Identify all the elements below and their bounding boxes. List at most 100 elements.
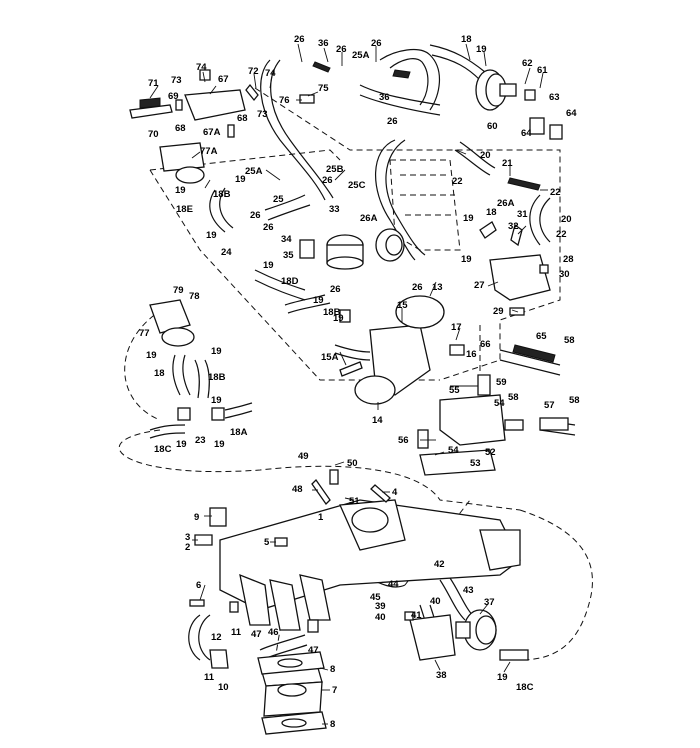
intake-manifold [219, 499, 521, 631]
valve-bodies [184, 89, 551, 661]
callout-60: 60 [487, 121, 498, 132]
callout-19-o: 19 [497, 672, 508, 683]
callout-17: 17 [451, 322, 462, 333]
callout-65: 65 [536, 331, 547, 342]
callout-18C-right: 18C [516, 682, 534, 693]
callout-44: 44 [388, 579, 399, 590]
callout-19-f: 19 [313, 295, 324, 306]
callout-8-top: 8 [330, 664, 335, 675]
callout-26-g: 26 [263, 222, 274, 233]
plate-53 [419, 449, 496, 476]
callout-25B: 25B [326, 164, 344, 175]
callout-77: 77 [139, 328, 150, 339]
callout-33: 33 [329, 204, 340, 215]
callout-7: 7 [332, 685, 337, 696]
callout-58-right: 58 [569, 395, 580, 406]
callout-26-b: 26 [336, 44, 347, 55]
gasket-8 [257, 651, 327, 735]
callout-71: 71 [148, 78, 159, 89]
callout-11-right: 11 [231, 627, 242, 638]
callout-68-right: 68 [237, 113, 248, 124]
callout-56: 56 [398, 435, 409, 446]
callout-57: 57 [544, 400, 555, 411]
callout-26-e: 26 [322, 175, 333, 186]
callout-25C: 25C [348, 180, 366, 191]
callout-43: 43 [463, 585, 474, 596]
callout-22-b: 22 [550, 187, 561, 198]
callout-24: 24 [221, 247, 232, 258]
callout-41: 41 [411, 610, 422, 621]
callout-32: 32 [508, 221, 519, 232]
callout-63: 63 [549, 92, 560, 103]
callout-18D: 18D [281, 276, 299, 287]
callout-26A-mid: 26A [360, 213, 378, 224]
callout-77A: 77A [200, 146, 218, 157]
gasket-ring-14 [354, 375, 396, 405]
callout-5: 5 [264, 537, 270, 548]
callout-52: 52 [485, 447, 496, 458]
callout-11-left: 11 [204, 672, 215, 683]
callout-58-upper: 58 [564, 335, 575, 346]
callout-19-n: 19 [214, 439, 225, 450]
callout-18E: 18E [176, 204, 193, 215]
callout-50: 50 [347, 458, 358, 469]
callout-51: 51 [349, 496, 360, 507]
callout-61: 61 [537, 65, 548, 76]
housing-7 [261, 667, 323, 717]
callout-leaders [149, 43, 548, 725]
callout-35: 35 [283, 250, 294, 261]
callout-26-c: 26 [371, 38, 382, 49]
callout-19-e: 19 [263, 260, 274, 271]
valve-27 [489, 254, 551, 301]
callout-16: 16 [466, 349, 477, 360]
callout-19-k: 19 [211, 346, 222, 357]
callout-54-upper: 54 [494, 398, 505, 409]
callout-18A: 18A [230, 427, 248, 438]
fittings-and-clamps [129, 61, 569, 669]
callout-38: 38 [436, 670, 447, 681]
vacuum-units [149, 69, 517, 651]
callout-78: 78 [189, 291, 200, 302]
callout-75: 75 [318, 83, 329, 94]
callout-19-l: 19 [211, 395, 222, 406]
callout-6: 6 [196, 580, 201, 591]
vacuum-hoses-left [149, 187, 331, 439]
callout-67: 67 [218, 74, 229, 85]
bracket-67 [184, 89, 246, 121]
callout-29: 29 [493, 306, 504, 317]
callout-18-right: 18 [486, 207, 497, 218]
callout-62: 62 [522, 58, 533, 69]
callout-21: 21 [502, 158, 513, 169]
callout-64-right: 64 [566, 108, 577, 119]
callout-74-left: 74 [196, 62, 207, 73]
callout-68-left: 68 [175, 123, 186, 134]
callout-36-right: 36 [379, 92, 390, 103]
callout-20-b: 20 [561, 214, 572, 225]
callout-26-i: 26 [412, 282, 423, 293]
vacuum-unit-26A [375, 228, 405, 262]
callout-26-f: 26 [250, 210, 261, 221]
callout-18B-mid: 18B [323, 307, 341, 318]
callout-40-left: 40 [375, 612, 386, 623]
callout-69: 69 [168, 91, 179, 102]
callout-58-mid: 58 [508, 392, 519, 403]
callout-27: 27 [474, 280, 485, 291]
bracket-52 [439, 394, 506, 446]
callout-48: 48 [292, 484, 303, 495]
callout-76: 76 [279, 95, 290, 106]
callout-74-right: 74 [265, 68, 276, 79]
callout-39: 39 [375, 601, 386, 612]
callout-19-b: 19 [175, 185, 186, 196]
callout-18-left: 18 [154, 368, 165, 379]
callout-20-a: 20 [480, 150, 491, 161]
callout-26-h: 26 [330, 284, 341, 295]
callout-49: 49 [298, 451, 309, 462]
callout-25A-left: 25A [245, 166, 263, 177]
callout-37: 37 [484, 597, 495, 608]
callout-53: 53 [470, 458, 481, 469]
callout-47-right: 47 [308, 645, 319, 656]
callout-26-a: 26 [294, 34, 305, 45]
callout-79: 79 [173, 285, 184, 296]
callout-1: 1 [318, 512, 324, 523]
